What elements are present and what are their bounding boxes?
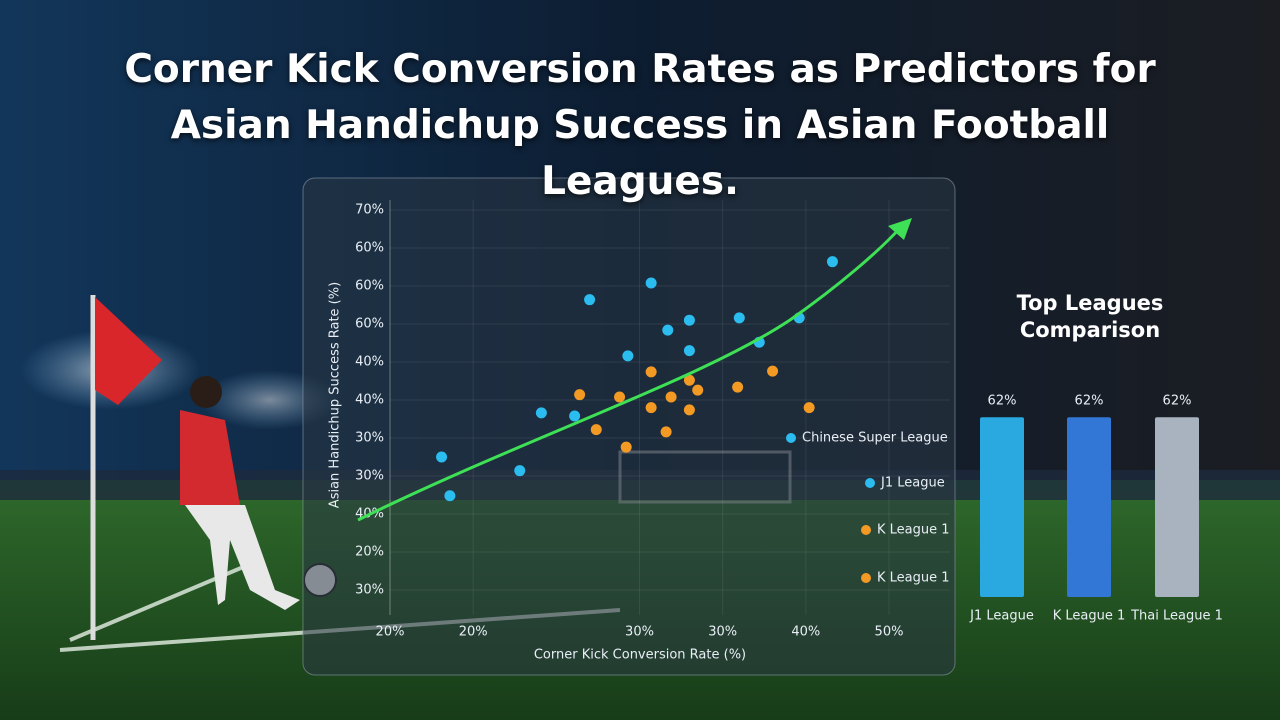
scatter-point — [622, 350, 634, 362]
bar — [1155, 417, 1199, 597]
bar-value-label: 62% — [1075, 394, 1104, 409]
scatter-point — [569, 410, 581, 422]
scatter-point — [645, 366, 657, 378]
x-tick-label: K League 1 — [1053, 609, 1126, 624]
y-axis-label: Asian Handichup Success Rate (%) — [328, 282, 343, 508]
legend-marker — [861, 573, 871, 583]
legend-label: Chinese Super League — [802, 431, 948, 446]
scatter-point — [584, 294, 596, 306]
x-tick-label: 30% — [625, 625, 654, 640]
y-tick-label: 60% — [355, 317, 384, 332]
x-tick-label: Thai League 1 — [1130, 609, 1223, 624]
scatter-point — [660, 426, 672, 438]
y-tick-label: 30% — [355, 469, 384, 484]
x-tick-label: 40% — [791, 625, 820, 640]
x-tick-label: 20% — [459, 625, 488, 640]
scatter-plot: 70% 60% 60% 60% 40% 40% 30% 30% 40% 20% 30% 20% 20% 3… — [328, 200, 950, 663]
scatter-point — [826, 256, 838, 268]
scatter-point — [803, 402, 815, 414]
scatter-point — [767, 365, 779, 377]
trend-arrowhead — [888, 218, 912, 240]
title: Corner Kick Conversion Rates as Predicto… — [124, 47, 1156, 204]
bar — [1067, 417, 1111, 597]
y-tick-label: 70% — [355, 203, 384, 218]
scatter-point — [683, 314, 695, 326]
y-tick-label: 30% — [355, 583, 384, 598]
legend-label: K League 1 — [877, 523, 950, 538]
scatter-point — [683, 345, 695, 357]
scatter-point — [645, 277, 657, 289]
y-tick-label: 40% — [355, 393, 384, 408]
bar-chart: 62% J1 League 62% K League 1 62% Thai League … — [969, 394, 1223, 624]
scatter-point — [614, 391, 626, 403]
scatter-point — [444, 490, 456, 502]
scatter-point — [574, 389, 586, 401]
bar-value-label: 62% — [988, 394, 1017, 409]
bar-value-label: 62% — [1163, 394, 1192, 409]
legend-label: K League 1 — [877, 571, 950, 586]
scatter-point — [692, 384, 704, 396]
y-tick-label: 40% — [355, 355, 384, 370]
chart-panel — [302, 177, 956, 676]
trend-arrow — [357, 226, 902, 522]
player — [180, 376, 300, 610]
scatter-point — [683, 404, 695, 416]
legend-marker — [786, 433, 796, 443]
corner-flag — [95, 297, 162, 405]
scatter-point — [733, 312, 745, 324]
bar — [980, 417, 1024, 597]
x-tick-label: J1 League — [969, 609, 1034, 624]
scatter-point — [662, 324, 674, 336]
scatter-point — [620, 441, 632, 453]
y-tick-label: 30% — [355, 431, 384, 446]
x-axis-label: Corner Kick Conversion Rate (%) — [534, 648, 746, 663]
scatter-point — [535, 407, 547, 419]
scatter-point — [514, 465, 526, 477]
bar-chart-title: Top Leagues Comparison — [1016, 291, 1164, 342]
legend-marker — [861, 525, 871, 535]
y-tick-label: 20% — [355, 545, 384, 560]
x-tick-label: 50% — [875, 625, 904, 640]
scatter-point — [683, 374, 695, 386]
scatter-point — [645, 402, 657, 414]
scatter-point — [436, 451, 448, 463]
scatter-point — [665, 391, 677, 403]
x-tick-label: 20% — [376, 625, 405, 640]
legend-marker — [865, 478, 875, 488]
legend-label: J1 League — [880, 476, 945, 491]
scatter-point — [732, 381, 744, 393]
scatter-point — [590, 424, 602, 436]
y-tick-label: 60% — [355, 241, 384, 256]
x-tick-label: 30% — [708, 625, 737, 640]
y-tick-label: 60% — [355, 279, 384, 294]
